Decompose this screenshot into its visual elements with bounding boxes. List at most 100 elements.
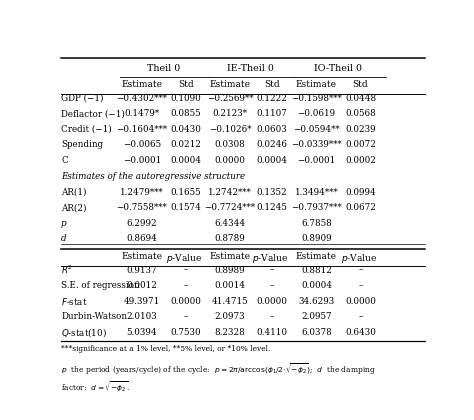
Text: 0.1222: 0.1222 [256, 94, 287, 103]
Text: Estimate: Estimate [210, 252, 251, 261]
Text: 0.8909: 0.8909 [301, 234, 332, 243]
Text: GDP (−1): GDP (−1) [61, 94, 104, 103]
Text: C: C [61, 156, 68, 165]
Text: 0.1352: 0.1352 [256, 188, 287, 197]
Text: 0.0014: 0.0014 [215, 281, 246, 290]
Text: 0.8989: 0.8989 [215, 265, 246, 275]
Text: $Q$-stat(10): $Q$-stat(10) [61, 326, 107, 339]
Text: Deflactor (−1): Deflactor (−1) [61, 109, 125, 118]
Text: 0.0448: 0.0448 [345, 94, 376, 103]
Text: 0.4110: 0.4110 [256, 328, 287, 337]
Text: 34.6293: 34.6293 [298, 297, 335, 306]
Text: 0.0430: 0.0430 [171, 125, 201, 134]
Text: 8.2328: 8.2328 [215, 328, 246, 337]
Text: –: – [184, 265, 188, 275]
Text: 0.0994: 0.0994 [345, 188, 376, 197]
Text: AR(1): AR(1) [61, 188, 87, 197]
Text: 0.1090: 0.1090 [171, 94, 201, 103]
Text: 0.0308: 0.0308 [215, 140, 246, 150]
Text: p: p [61, 218, 67, 228]
Text: –: – [184, 281, 188, 290]
Text: 0.0012: 0.0012 [127, 281, 157, 290]
Text: −0.0594**: −0.0594** [293, 125, 340, 134]
Text: $p$-Value: $p$-Value [340, 252, 377, 265]
Text: 0.0004: 0.0004 [301, 281, 332, 290]
Text: −0.0001: −0.0001 [297, 156, 336, 165]
Text: Credit (−1): Credit (−1) [61, 125, 112, 134]
Text: IE-Theil 0: IE-Theil 0 [228, 64, 274, 73]
Text: −0.7724***: −0.7724*** [204, 203, 255, 212]
Text: –: – [358, 312, 363, 321]
Text: Estimate: Estimate [121, 80, 163, 89]
Text: 1.3494***: 1.3494*** [294, 188, 338, 197]
Text: 5.0394: 5.0394 [127, 328, 157, 337]
Text: Std: Std [178, 80, 194, 89]
Text: Estimate: Estimate [210, 80, 251, 89]
Text: 0.0239: 0.0239 [345, 125, 376, 134]
Text: −0.0001: −0.0001 [123, 156, 161, 165]
Text: 6.4344: 6.4344 [215, 218, 246, 228]
Text: –: – [269, 281, 274, 290]
Text: −0.4302***: −0.4302*** [117, 94, 167, 103]
Text: 0.0000: 0.0000 [256, 297, 287, 306]
Text: –: – [269, 312, 274, 321]
Text: 0.6430: 0.6430 [345, 328, 376, 337]
Text: Estimate: Estimate [296, 80, 337, 89]
Text: $p$-Value: $p$-Value [166, 252, 202, 265]
Text: 0.8789: 0.8789 [215, 234, 246, 243]
Text: 0.0855: 0.0855 [171, 109, 201, 118]
Text: Estimates of the autoregressive structure: Estimates of the autoregressive structur… [61, 172, 245, 181]
Text: −0.7937***: −0.7937*** [291, 203, 342, 212]
Text: −0.2569**: −0.2569** [207, 94, 253, 103]
Text: −0.1026*: −0.1026* [209, 125, 251, 134]
Text: 49.3971: 49.3971 [124, 297, 160, 306]
Text: S.E. of regression: S.E. of regression [61, 281, 140, 290]
Text: 0.0004: 0.0004 [171, 156, 201, 165]
Text: 0.0000: 0.0000 [171, 297, 201, 306]
Text: 2.0957: 2.0957 [301, 312, 332, 321]
Text: −0.7558***: −0.7558*** [117, 203, 167, 212]
Text: 0.1655: 0.1655 [171, 188, 201, 197]
Text: 6.7858: 6.7858 [301, 218, 332, 228]
Text: −0.0065: −0.0065 [123, 140, 161, 150]
Text: −0.1598***: −0.1598*** [291, 94, 342, 103]
Text: –: – [269, 265, 274, 275]
Text: 0.0000: 0.0000 [215, 156, 246, 165]
Text: IO-Theil 0: IO-Theil 0 [314, 64, 363, 73]
Text: Durbin-Watson: Durbin-Watson [61, 312, 127, 321]
Text: 0.2123*: 0.2123* [212, 109, 247, 118]
Text: −0.0339***: −0.0339*** [291, 140, 342, 150]
Text: Spending: Spending [61, 140, 103, 150]
Text: d: d [61, 234, 67, 243]
Text: $R^{2}$: $R^{2}$ [61, 264, 73, 276]
Text: $p$-Value: $p$-Value [252, 252, 288, 265]
Text: 6.2992: 6.2992 [127, 218, 157, 228]
Text: –: – [184, 312, 188, 321]
Text: 0.1479*: 0.1479* [124, 109, 159, 118]
Text: 6.0378: 6.0378 [301, 328, 332, 337]
Text: 0.9137: 0.9137 [127, 265, 157, 275]
Text: 0.0000: 0.0000 [345, 297, 376, 306]
Text: Std: Std [353, 80, 368, 89]
Text: 41.4715: 41.4715 [212, 297, 248, 306]
Text: 0.0568: 0.0568 [345, 109, 376, 118]
Text: 0.0246: 0.0246 [256, 140, 287, 150]
Text: Estimate: Estimate [296, 252, 337, 261]
Text: 0.0002: 0.0002 [345, 156, 376, 165]
Text: 1.2479***: 1.2479*** [120, 188, 164, 197]
Text: 0.0212: 0.0212 [171, 140, 201, 150]
Text: Theil 0: Theil 0 [147, 64, 181, 73]
Text: Std: Std [264, 80, 279, 89]
Text: 0.0072: 0.0072 [345, 140, 376, 150]
Text: 0.1574: 0.1574 [171, 203, 201, 212]
Text: –: – [358, 281, 363, 290]
Text: 1.2742***: 1.2742*** [208, 188, 252, 197]
Text: 0.8694: 0.8694 [127, 234, 157, 243]
Text: AR(2): AR(2) [61, 203, 87, 212]
Text: −0.1604***: −0.1604*** [116, 125, 167, 134]
Text: 2.0103: 2.0103 [127, 312, 157, 321]
Text: ***significance at a 1% level, **5% level, or *10% level.: ***significance at a 1% level, **5% leve… [61, 345, 271, 353]
Text: 0.0672: 0.0672 [345, 203, 376, 212]
Text: −0.0619: −0.0619 [297, 109, 336, 118]
Text: 0.0603: 0.0603 [256, 125, 287, 134]
